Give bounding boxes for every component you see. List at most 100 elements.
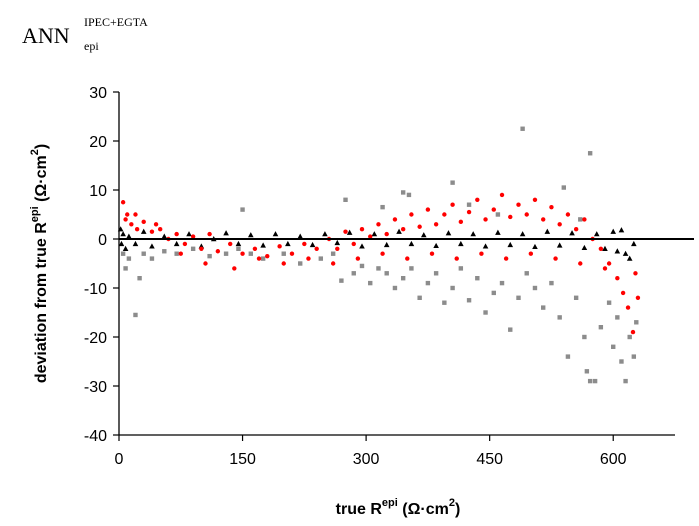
data-point-square (442, 300, 447, 305)
data-point-circle (314, 246, 319, 251)
x-axis-title-units-exponent: 2 (449, 497, 455, 509)
data-point-circle (635, 295, 641, 300)
data-point-circle (141, 219, 146, 225)
data-point-circle (582, 217, 587, 222)
data-point-square (549, 280, 554, 286)
data-point-circle (409, 212, 414, 217)
axes: 30 20 10 0 -10 -20 -30 -40 0 150 300 450 600 (84, 85, 694, 468)
data-point-triangle (470, 231, 476, 237)
data-point-square (458, 266, 464, 271)
x-axis-title-units-close: ) (455, 501, 460, 518)
data-point-circle (368, 234, 373, 239)
data-point-square (433, 271, 439, 276)
data-point-circle (475, 197, 480, 202)
data-point-square (491, 290, 496, 296)
data-point-triangle (618, 227, 625, 233)
data-point-triangle (396, 228, 402, 234)
data-point-square (207, 253, 212, 259)
y-axis-title-units-exponent: 2 (29, 149, 41, 155)
data-point-square (400, 190, 406, 195)
data-point-triangle (383, 241, 390, 248)
y-tick-label: 0 (98, 232, 107, 249)
data-point-square (634, 320, 639, 325)
chart-title: ANN (22, 23, 70, 48)
data-point-circle (281, 261, 286, 266)
data-point-circle (578, 261, 583, 266)
data-point-square (627, 334, 632, 340)
data-point-triangle (408, 240, 415, 247)
data-point-circle (277, 244, 282, 249)
x-tick-label: 600 (600, 451, 627, 468)
data-point-circle (524, 212, 529, 217)
data-point-circle (190, 234, 196, 239)
data-point-square (611, 344, 616, 349)
data-point-circle (598, 246, 604, 251)
data-point-circle (153, 222, 159, 227)
data-point-square (592, 378, 598, 384)
data-point-circle (630, 329, 636, 335)
data-point-triangle (322, 231, 328, 237)
data-point-circle (532, 197, 538, 202)
y-tick-label: -30 (84, 379, 107, 396)
data-point-circle (149, 229, 155, 234)
data-point-circle (606, 261, 612, 266)
data-point-triangle (458, 240, 464, 247)
data-point-square (137, 276, 142, 281)
data-point-square (141, 251, 146, 256)
data-point-triangle (132, 240, 139, 247)
data-point-square (587, 151, 593, 156)
data-point-circle (557, 222, 562, 227)
x-axis-title: true Repi (Ω·cm2) (336, 497, 461, 518)
title-base: ANN (22, 23, 70, 48)
data-point-triangle (581, 244, 588, 251)
data-point-triangle (118, 240, 125, 247)
data-point-circle (450, 202, 455, 207)
data-point-triangle (445, 230, 452, 236)
data-point-circle (454, 256, 459, 261)
data-point-circle (306, 256, 311, 261)
data-point-circle (429, 251, 435, 256)
y-axis-title-units: (Ω·cm (33, 155, 50, 206)
data-point-triangle (359, 243, 365, 249)
data-point-triangle (544, 228, 551, 234)
data-point-circle (528, 251, 534, 256)
data-point-circle (256, 256, 262, 261)
data-point-square (417, 295, 422, 300)
data-point-square (587, 378, 593, 384)
data-point-square (384, 271, 389, 276)
data-point-triangle (235, 240, 242, 247)
data-point-circle (384, 231, 389, 237)
data-point-square (582, 334, 587, 340)
data-point-square (281, 251, 286, 256)
data-point-square (409, 266, 414, 271)
data-point-square (598, 325, 604, 330)
data-point-circle (330, 261, 336, 266)
data-point-circle (425, 207, 431, 212)
data-point-circle (541, 217, 546, 222)
data-point-triangle (126, 233, 132, 239)
x-tick-label: 0 (115, 451, 124, 468)
data-point-circle (252, 246, 258, 251)
data-point-circle (182, 241, 188, 247)
data-point-square (123, 266, 128, 271)
x-tick-label: 450 (476, 451, 503, 468)
data-point-square (359, 263, 365, 269)
data-point-circle (343, 229, 348, 234)
data-point-square (557, 315, 562, 320)
plot-area (117, 126, 641, 384)
data-point-circle (417, 224, 422, 229)
data-point-circle (620, 290, 626, 296)
data-point-triangle (519, 231, 526, 237)
data-point-triangle (140, 228, 147, 234)
data-point-square (223, 251, 229, 256)
data-point-triangle (272, 231, 279, 237)
data-point-square (623, 378, 628, 384)
data-point-square (149, 256, 155, 261)
data-point-triangle (173, 240, 180, 247)
data-point-triangle (247, 232, 254, 238)
data-point-triangle (309, 241, 316, 248)
data-point-circle (215, 249, 221, 254)
data-point-square (516, 295, 521, 300)
data-point-circle (553, 256, 558, 261)
